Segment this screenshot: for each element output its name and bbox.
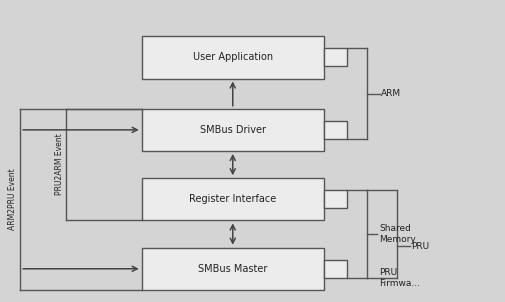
Bar xyxy=(141,178,323,220)
Bar xyxy=(323,121,346,139)
Text: Register Interface: Register Interface xyxy=(189,194,276,204)
Text: Shared
Memory: Shared Memory xyxy=(379,224,416,244)
Text: User Application: User Application xyxy=(192,52,272,63)
Text: ARM: ARM xyxy=(380,89,400,98)
Text: PRU: PRU xyxy=(411,242,429,251)
Text: PRU
Firmwa...: PRU Firmwa... xyxy=(379,268,420,288)
Text: ARM2PRU Event: ARM2PRU Event xyxy=(8,169,17,230)
Text: SMBus Master: SMBus Master xyxy=(197,264,267,274)
Bar xyxy=(323,260,346,278)
Text: SMBus Driver: SMBus Driver xyxy=(199,125,265,135)
Bar xyxy=(323,48,346,66)
Bar xyxy=(141,36,323,79)
Bar xyxy=(141,248,323,290)
Text: PRU2ARM Event: PRU2ARM Event xyxy=(55,134,64,195)
Bar xyxy=(141,109,323,151)
Bar xyxy=(323,190,346,208)
